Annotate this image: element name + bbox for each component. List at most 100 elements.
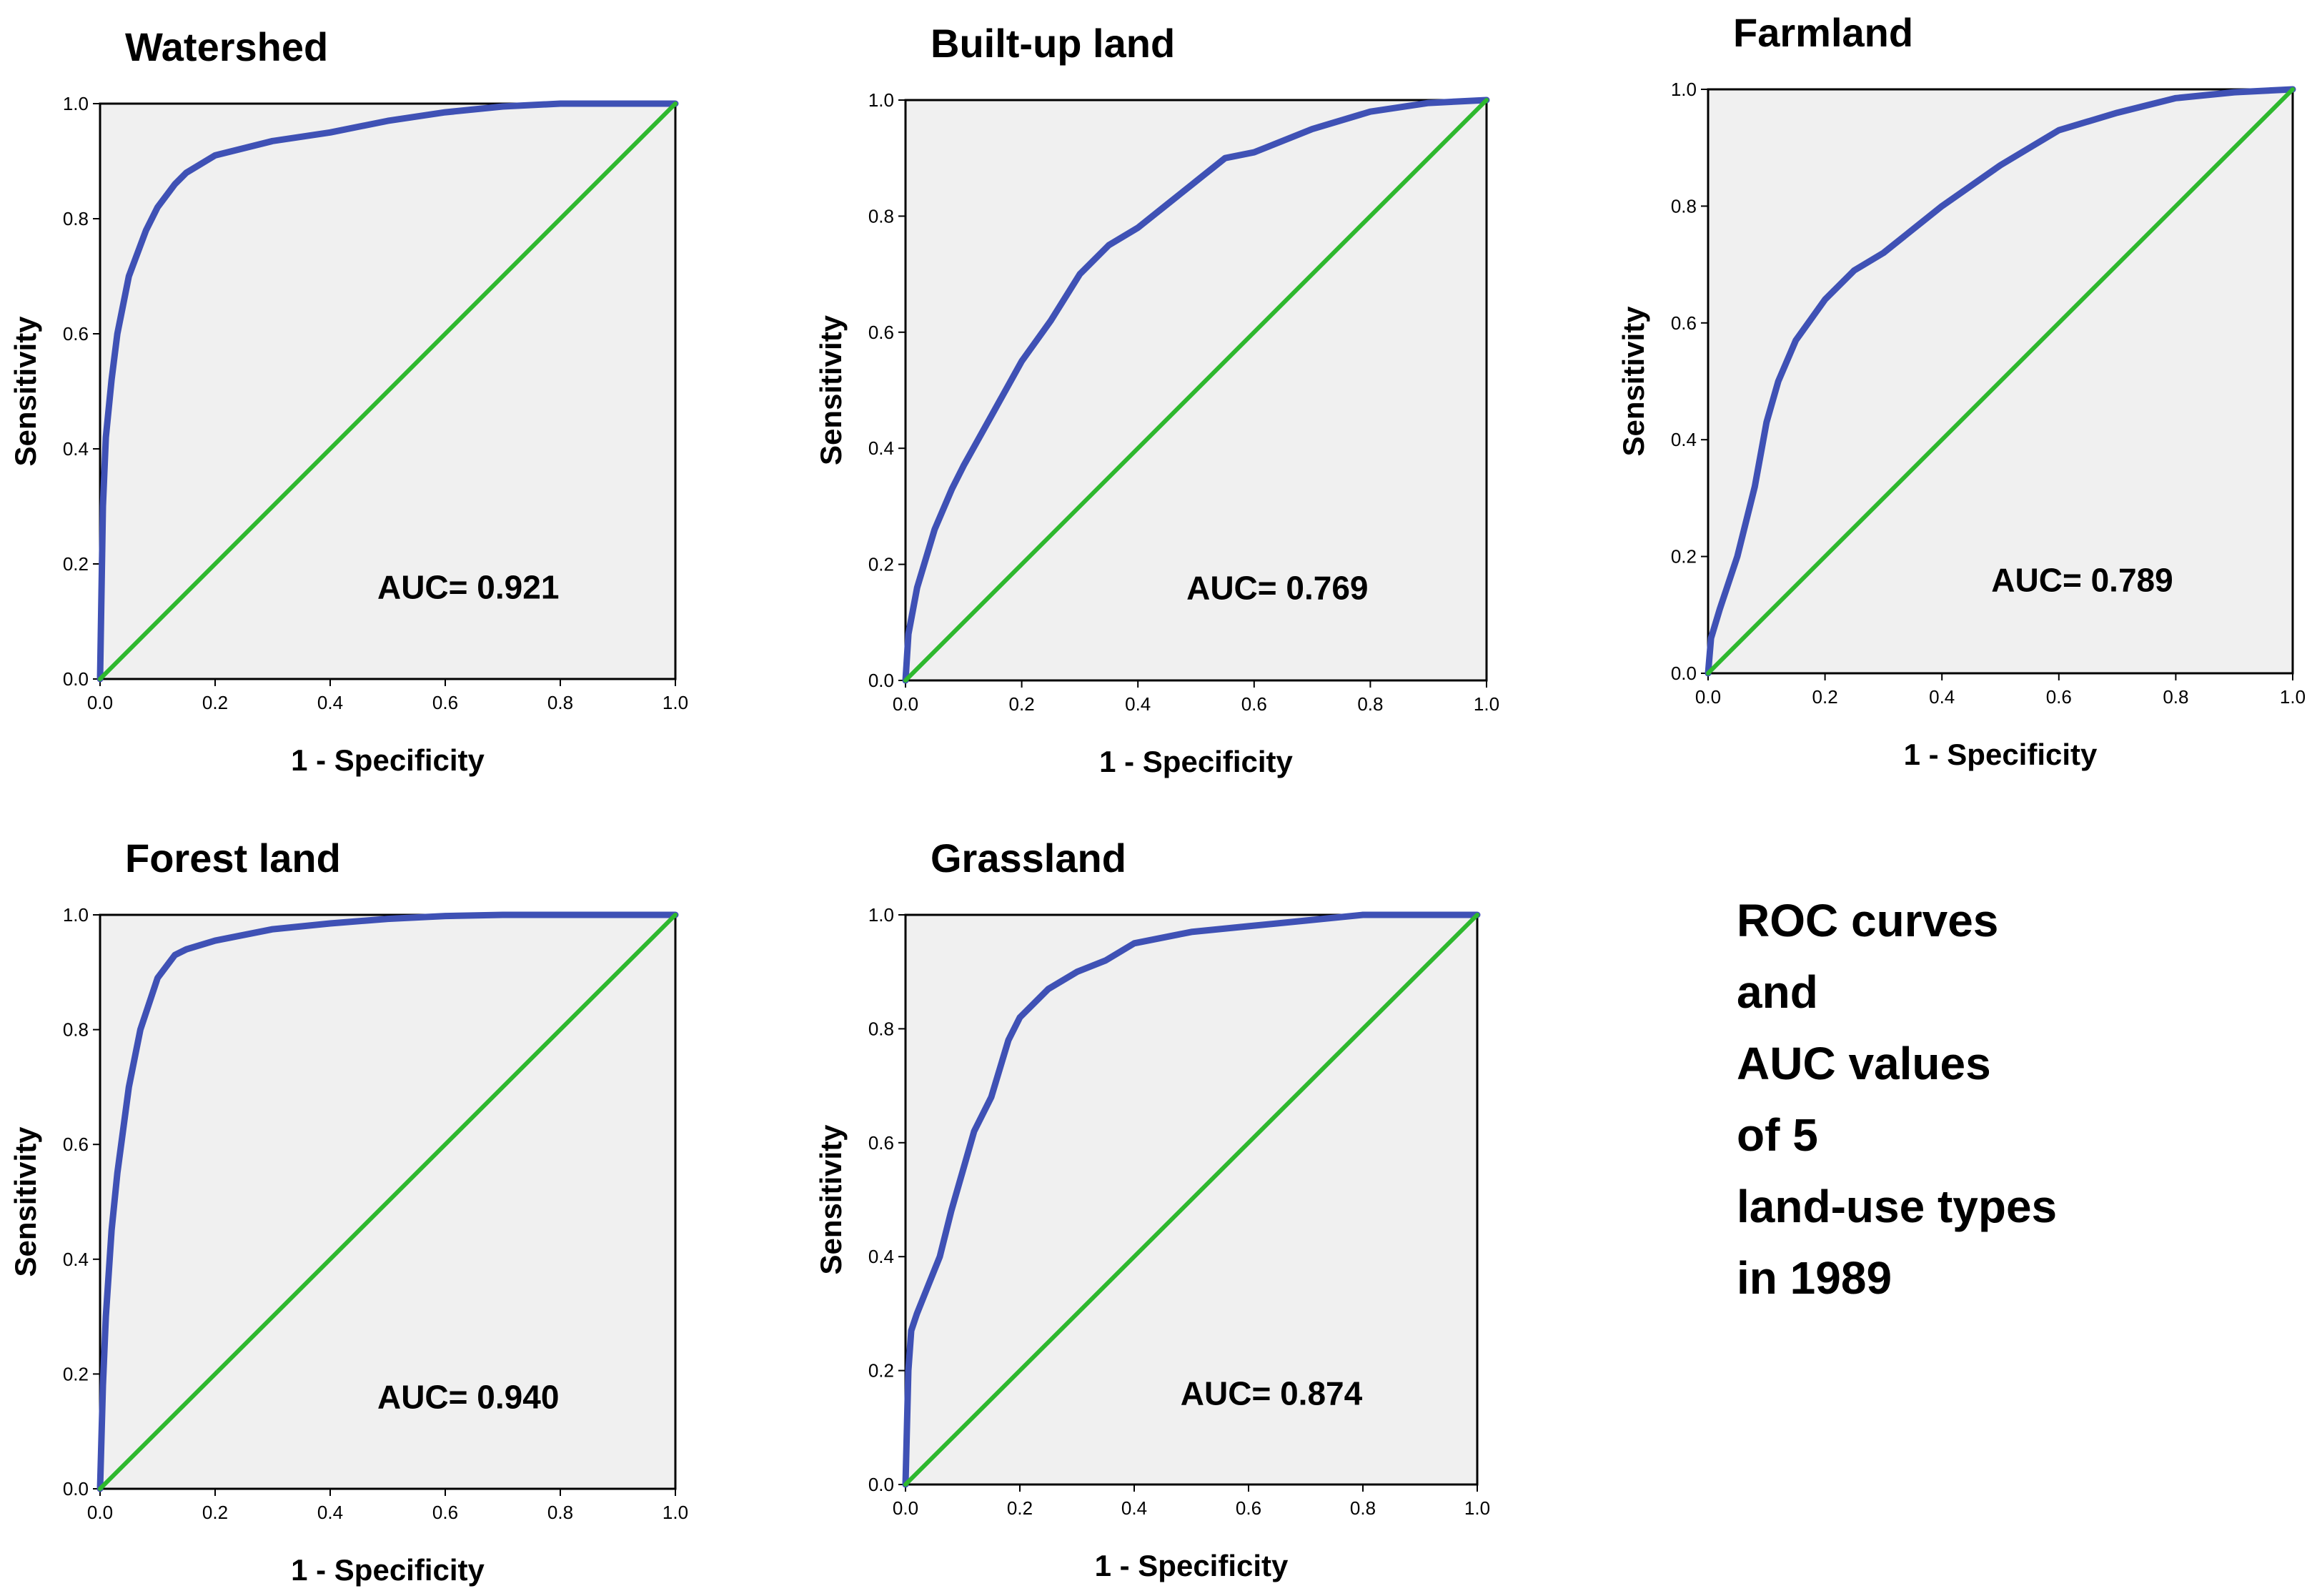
y-tick-label: 0.2 (63, 553, 89, 575)
x-tick-label: 0.4 (1121, 1497, 1147, 1519)
reference-line (1706, 87, 2295, 675)
x-axis-label: 1 - Specificity (1099, 745, 1293, 778)
x-axis-label: 1 - Specificity (291, 743, 485, 777)
x-tick-label: 0.4 (1125, 693, 1151, 715)
roc-curve (96, 911, 679, 1492)
x-tick-label: 0.0 (87, 1502, 113, 1523)
y-tick-label: 0.8 (868, 205, 894, 227)
x-tick-label: 0.0 (1695, 686, 1721, 708)
x-tick-label: 0.0 (87, 692, 113, 713)
roc-panel-3: Farmland 0.0 0.2 0.4 0.6 0.8 1.0 0.0 0.2 0.4 0.6 0.… (1617, 10, 2306, 771)
y-axis-label: Sensitivity (9, 316, 42, 467)
x-tick-label: 0.8 (547, 692, 573, 713)
y-tick-label: 0.0 (1671, 663, 1697, 684)
x-tick-label: 0.2 (1007, 1497, 1033, 1519)
caption-line-1: ROC curves (1737, 895, 1998, 946)
y-tick-label: 0.4 (1671, 429, 1697, 450)
y-tick-label: 0.2 (63, 1363, 89, 1384)
x-axis-label: 1 - Specificity (291, 1553, 485, 1587)
x-tick-label: 1.0 (1464, 1497, 1490, 1519)
x-tick-label: 0.4 (1929, 686, 1955, 708)
x-tick-label: 0.8 (1350, 1497, 1376, 1519)
y-tick-label: 0.4 (868, 1246, 894, 1267)
x-tick-label: 0.2 (1009, 693, 1035, 715)
auc-label: AUC= 0.940 (377, 1379, 559, 1416)
caption-line-6: in 1989 (1737, 1252, 1892, 1304)
caption-line-3: AUC values (1737, 1038, 1991, 1089)
caption-line-5: land-use types (1737, 1181, 2057, 1232)
roc-panel-2: Built-up land 0.0 0.2 0.4 0.6 0.8 1.0 0.0 0.2 0.4… (814, 21, 1499, 778)
roc-curve (902, 911, 1481, 1488)
y-tick-label: 1.0 (868, 904, 894, 926)
x-tick-label: 0.4 (317, 1502, 343, 1523)
y-tick-label: 0.8 (63, 1019, 89, 1041)
roc-panel-5: Grassland 0.0 0.2 0.4 0.6 0.8 1.0 0.0 0.2 0.4 0.6 0… (814, 836, 1490, 1582)
x-tick-label: 0.2 (1812, 686, 1838, 708)
x-tick-label: 0.6 (1236, 1497, 1261, 1519)
y-tick-label: 0.6 (868, 322, 894, 343)
panel-title: Built-up land (931, 21, 1175, 66)
x-tick-label: 1.0 (2280, 686, 2306, 708)
y-tick-label: 0.6 (868, 1132, 894, 1154)
roc-panels: Watershed 0.0 0.2 0.4 0.6 0.8 1.0 0.0 0.2 0.4 0.6 0… (9, 10, 2306, 1587)
y-axis-label: Sensitivity (1617, 306, 1650, 457)
y-tick-label: 0.2 (868, 554, 894, 575)
x-tick-label: 0.0 (893, 693, 918, 715)
reference-line (98, 913, 678, 1491)
x-tick-label: 0.0 (893, 1497, 918, 1519)
roc-panel-4: Forest land 0.0 0.2 0.4 0.6 0.8 1.0 0.0 0.2 0.4 0.… (9, 836, 688, 1587)
x-tick-label: 0.2 (202, 1502, 228, 1523)
roc-curve (96, 100, 679, 683)
y-tick-label: 0.4 (63, 1249, 89, 1270)
x-axis-label: 1 - Specificity (1904, 738, 2098, 771)
y-tick-label: 1.0 (63, 93, 89, 114)
y-tick-label: 0.0 (63, 1478, 89, 1500)
reference-line (903, 913, 1479, 1487)
y-tick-label: 0.2 (1671, 546, 1697, 567)
roc-curve (1705, 86, 2296, 677)
y-tick-label: 1.0 (1671, 79, 1697, 100)
x-tick-label: 0.8 (2163, 686, 2188, 708)
caption-line-4: of 5 (1737, 1109, 1818, 1161)
x-tick-label: 0.2 (202, 692, 228, 713)
panel-title: Forest land (125, 836, 341, 881)
reference-line (98, 101, 678, 681)
x-tick-label: 1.0 (1474, 693, 1499, 715)
x-tick-label: 0.4 (317, 692, 343, 713)
y-axis-label: Sensitivity (9, 1126, 42, 1277)
x-tick-label: 0.6 (432, 1502, 458, 1523)
y-tick-label: 0.0 (63, 668, 89, 690)
y-axis-label: Sensitivity (814, 314, 848, 465)
caption-line-2: and (1737, 966, 1818, 1018)
y-tick-label: 0.6 (63, 323, 89, 345)
y-tick-label: 0.6 (63, 1134, 89, 1155)
reference-line (903, 98, 1489, 683)
y-axis-label: Sensitivity (814, 1124, 848, 1275)
x-tick-label: 1.0 (663, 1502, 688, 1523)
panel-title: Watershed (125, 24, 328, 69)
panel-title: Farmland (1733, 10, 1913, 55)
y-tick-label: 0.0 (868, 670, 894, 691)
x-tick-label: 0.8 (1357, 693, 1383, 715)
x-tick-label: 0.8 (547, 1502, 573, 1523)
auc-label: AUC= 0.769 (1186, 569, 1368, 606)
auc-label: AUC= 0.874 (1181, 1374, 1363, 1412)
x-axis-label: 1 - Specificity (1095, 1549, 1289, 1582)
y-tick-label: 0.4 (868, 437, 894, 459)
x-tick-label: 0.6 (2046, 686, 2072, 708)
y-tick-label: 0.6 (1671, 312, 1697, 334)
y-tick-label: 0.0 (868, 1474, 894, 1495)
y-tick-label: 0.8 (868, 1018, 894, 1039)
y-tick-label: 1.0 (63, 904, 89, 926)
y-tick-label: 0.8 (63, 208, 89, 229)
auc-label: AUC= 0.789 (1991, 562, 2173, 599)
y-tick-label: 0.8 (1671, 195, 1697, 217)
roc-curve (902, 96, 1490, 684)
panel-title: Grassland (931, 836, 1126, 881)
roc-panel-1: Watershed 0.0 0.2 0.4 0.6 0.8 1.0 0.0 0.2 0.4 0.6 0… (9, 24, 688, 777)
auc-label: AUC= 0.921 (377, 568, 559, 605)
y-tick-label: 0.2 (868, 1360, 894, 1382)
x-tick-label: 1.0 (663, 692, 688, 713)
x-tick-label: 0.6 (432, 692, 458, 713)
